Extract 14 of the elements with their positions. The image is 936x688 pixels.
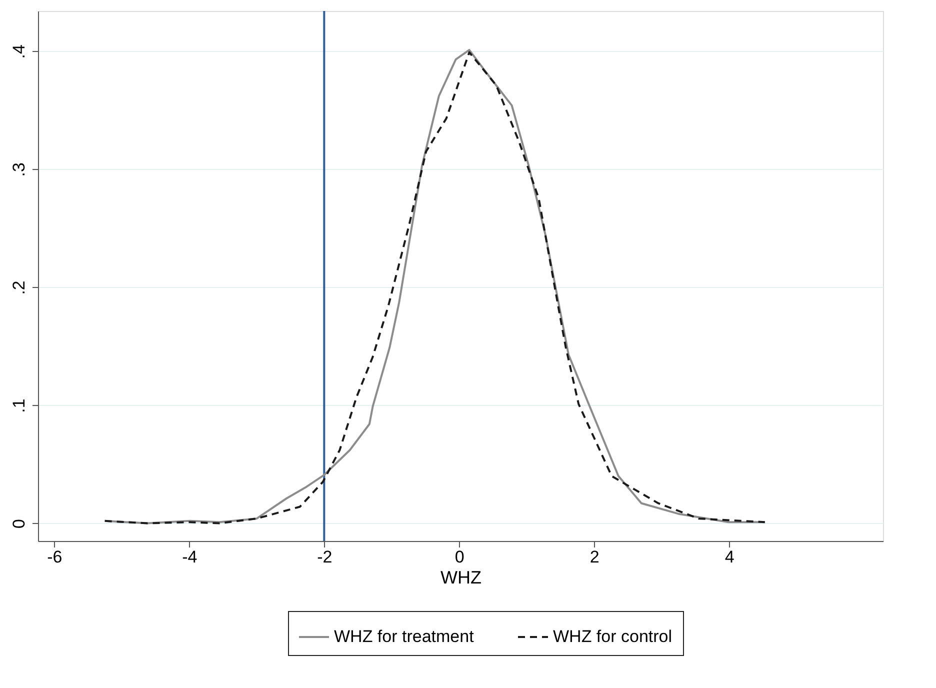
x-axis-title: WHZ [440, 568, 482, 588]
legend-label: WHZ for control [553, 627, 672, 646]
x-tick-label: 4 [724, 548, 734, 566]
x-tick-label: -6 [47, 548, 62, 566]
x-tick-label: 2 [590, 548, 600, 566]
x-tick-label: -4 [182, 548, 198, 566]
legend-label: WHZ for treatment [334, 627, 474, 646]
y-tick-label: .3 [10, 162, 28, 177]
x-tick-label: 0 [454, 548, 464, 566]
y-tick-label: 0 [10, 519, 28, 529]
y-tick-label: .1 [10, 398, 28, 413]
x-tick-label: -2 [317, 548, 332, 566]
y-tick-label: .4 [10, 44, 28, 59]
y-tick-label: .2 [10, 280, 28, 295]
